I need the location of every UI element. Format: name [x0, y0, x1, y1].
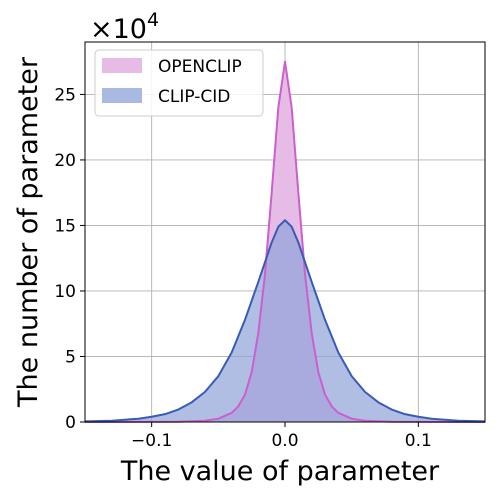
legend-swatch-clip-cid — [102, 88, 142, 103]
x-axis-ticks: −0.1 0.0 0.1 — [131, 422, 432, 451]
y-tick-label-5: 25 — [54, 85, 76, 105]
x-tick-label-2: 0.1 — [405, 431, 432, 451]
legend: OPENCLIP CLIP-CID — [94, 49, 264, 117]
x-tick-label-1: 0.0 — [271, 431, 298, 451]
legend-label-openclip: OPENCLIP — [158, 57, 242, 77]
legend-label-clip-cid: CLIP-CID — [158, 87, 230, 107]
series-areas — [84, 60, 486, 423]
y-tick-label-4: 20 — [54, 151, 76, 171]
area-clip-cid — [85, 220, 485, 422]
y-tick-label-2: 10 — [54, 282, 76, 302]
y-axis-ticks: 0 5 10 15 20 25 — [54, 85, 85, 433]
curve-openclip — [84, 60, 486, 423]
x-tick-label-0: −0.1 — [131, 431, 172, 451]
legend-swatch-openclip — [102, 58, 142, 73]
curve-clip-cid — [84, 219, 486, 423]
y-tick-label-1: 5 — [65, 347, 76, 367]
y-multiplier: ×104 — [90, 9, 159, 45]
x-axis-label: The value of parameter — [120, 456, 440, 487]
y-axis-label: The number of parameter — [13, 56, 44, 408]
y-tick-label-3: 15 — [54, 216, 76, 236]
y-tick-label-0: 0 — [65, 413, 76, 433]
